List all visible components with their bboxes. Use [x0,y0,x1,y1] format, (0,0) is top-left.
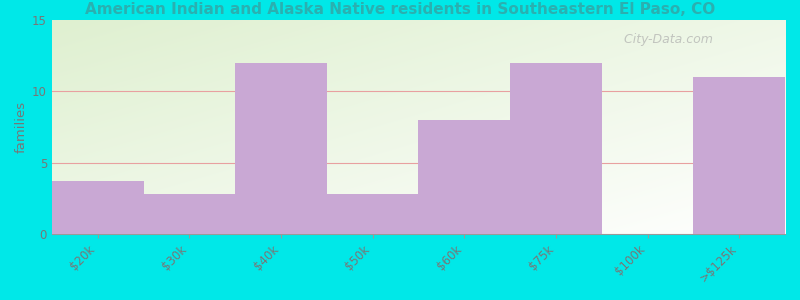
Bar [52,181,143,234]
Bar [235,63,327,234]
Text: American Indian and Alaska Native residents in Southeastern El Paso, CO: American Indian and Alaska Native reside… [85,2,715,17]
Y-axis label: families: families [15,101,28,153]
Bar [418,120,510,234]
Bar [143,194,235,234]
Bar [694,77,785,234]
Bar [327,194,418,234]
Text: City-Data.com: City-Data.com [616,33,714,46]
Bar [510,63,602,234]
